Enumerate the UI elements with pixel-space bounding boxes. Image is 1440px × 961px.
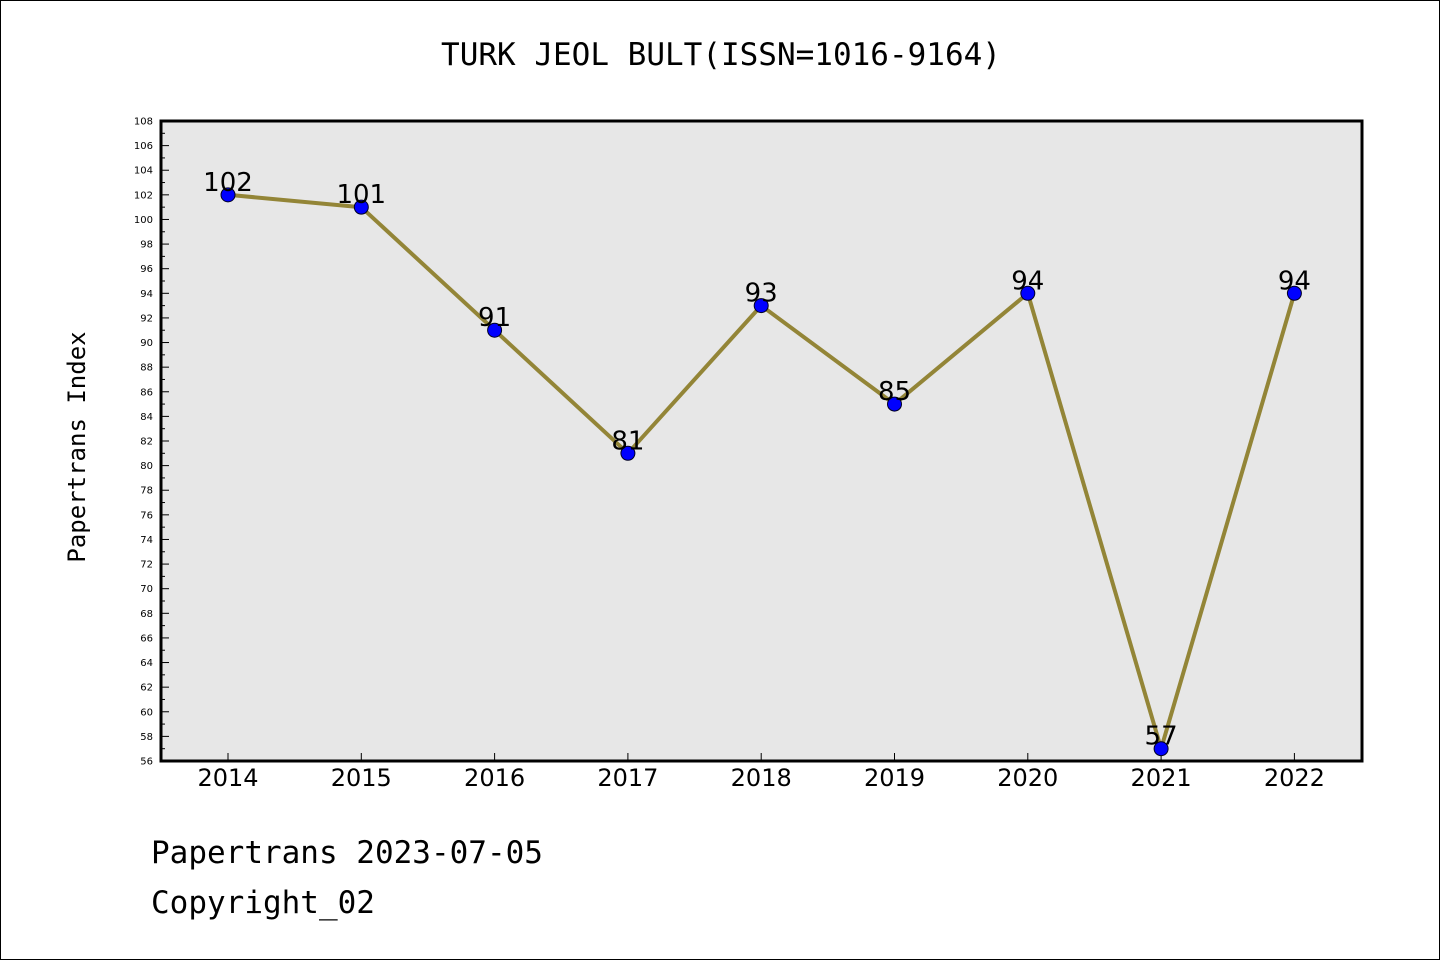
chart-title: TURK JEOL BULT(ISSN=1016-9164) <box>441 37 1001 73</box>
y-tick-label: 94 <box>140 289 153 300</box>
data-label: 57 <box>1145 722 1178 752</box>
data-point <box>620 445 636 461</box>
y-tick-label: 74 <box>140 535 153 546</box>
footer-date: Papertrans 2023-07-05 <box>151 835 543 871</box>
y-tick-label: 100 <box>134 215 153 226</box>
x-tick-label: 2020 <box>997 764 1058 792</box>
x-tick-label: 2017 <box>597 764 658 792</box>
plot-frame <box>159 119 1364 763</box>
y-tick-label: 76 <box>140 510 153 521</box>
data-point <box>753 298 769 314</box>
y-tick-label: 64 <box>140 658 153 669</box>
y-tick-label: 56 <box>140 757 153 768</box>
y-tick-label: 104 <box>134 166 153 177</box>
data-points <box>220 187 1302 757</box>
x-tick-label: 2014 <box>197 764 258 792</box>
data-point <box>220 187 236 203</box>
y-tick-label: 86 <box>140 387 153 398</box>
y-tick-label: 88 <box>140 363 153 374</box>
data-point <box>487 322 503 338</box>
y-tick-label: 82 <box>140 437 153 448</box>
data-point <box>1020 285 1036 301</box>
data-label: 94 <box>1278 266 1311 296</box>
data-point <box>887 396 902 412</box>
y-tick-label: 108 <box>134 117 153 128</box>
x-axis: 2014 2015 2016 2017 2018 2019 2020 2021 2022 <box>197 753 1325 792</box>
data-label: 93 <box>745 279 778 309</box>
x-tick-label: 2016 <box>464 764 525 792</box>
data-label: 102 <box>203 168 253 198</box>
x-tick-label: 2018 <box>731 764 792 792</box>
x-tick-label: 2022 <box>1264 764 1325 792</box>
data-label: 101 <box>336 180 386 210</box>
plot-area <box>161 121 1362 761</box>
data-label: 85 <box>878 377 911 407</box>
y-tick-label: 106 <box>134 141 153 152</box>
footer-copyright: Copyright_02 <box>151 885 375 921</box>
y-tick-label: 78 <box>140 486 153 497</box>
data-labels: 102 101 91 81 93 85 94 57 94 <box>203 168 1311 752</box>
data-point <box>1153 741 1169 757</box>
y-tick-label: 60 <box>140 707 153 718</box>
y-tick-label: 92 <box>140 313 153 324</box>
data-label: 81 <box>611 426 644 456</box>
x-tick-label: 2015 <box>331 764 392 792</box>
y-tick-label: 58 <box>140 732 153 743</box>
y-tick-label: 80 <box>140 461 153 472</box>
y-tick-label: 70 <box>140 584 153 595</box>
y-tick-label: 96 <box>140 264 153 275</box>
y-tick-label: 98 <box>140 240 153 251</box>
y-tick-label: 66 <box>140 633 153 644</box>
y-tick-label: 90 <box>140 338 153 349</box>
y-tick-label: 62 <box>140 683 153 694</box>
data-label: 94 <box>1011 266 1044 296</box>
data-point <box>1286 285 1302 301</box>
y-tick-label: 72 <box>140 560 153 571</box>
x-tick-label: 2021 <box>1131 764 1192 792</box>
y-tick-label: 102 <box>134 190 153 201</box>
data-point <box>353 199 369 215</box>
data-label: 91 <box>478 303 511 333</box>
y-tick-label: 84 <box>140 412 153 423</box>
x-tick-label: 2019 <box>864 764 925 792</box>
y-tick-label: 68 <box>140 609 153 620</box>
